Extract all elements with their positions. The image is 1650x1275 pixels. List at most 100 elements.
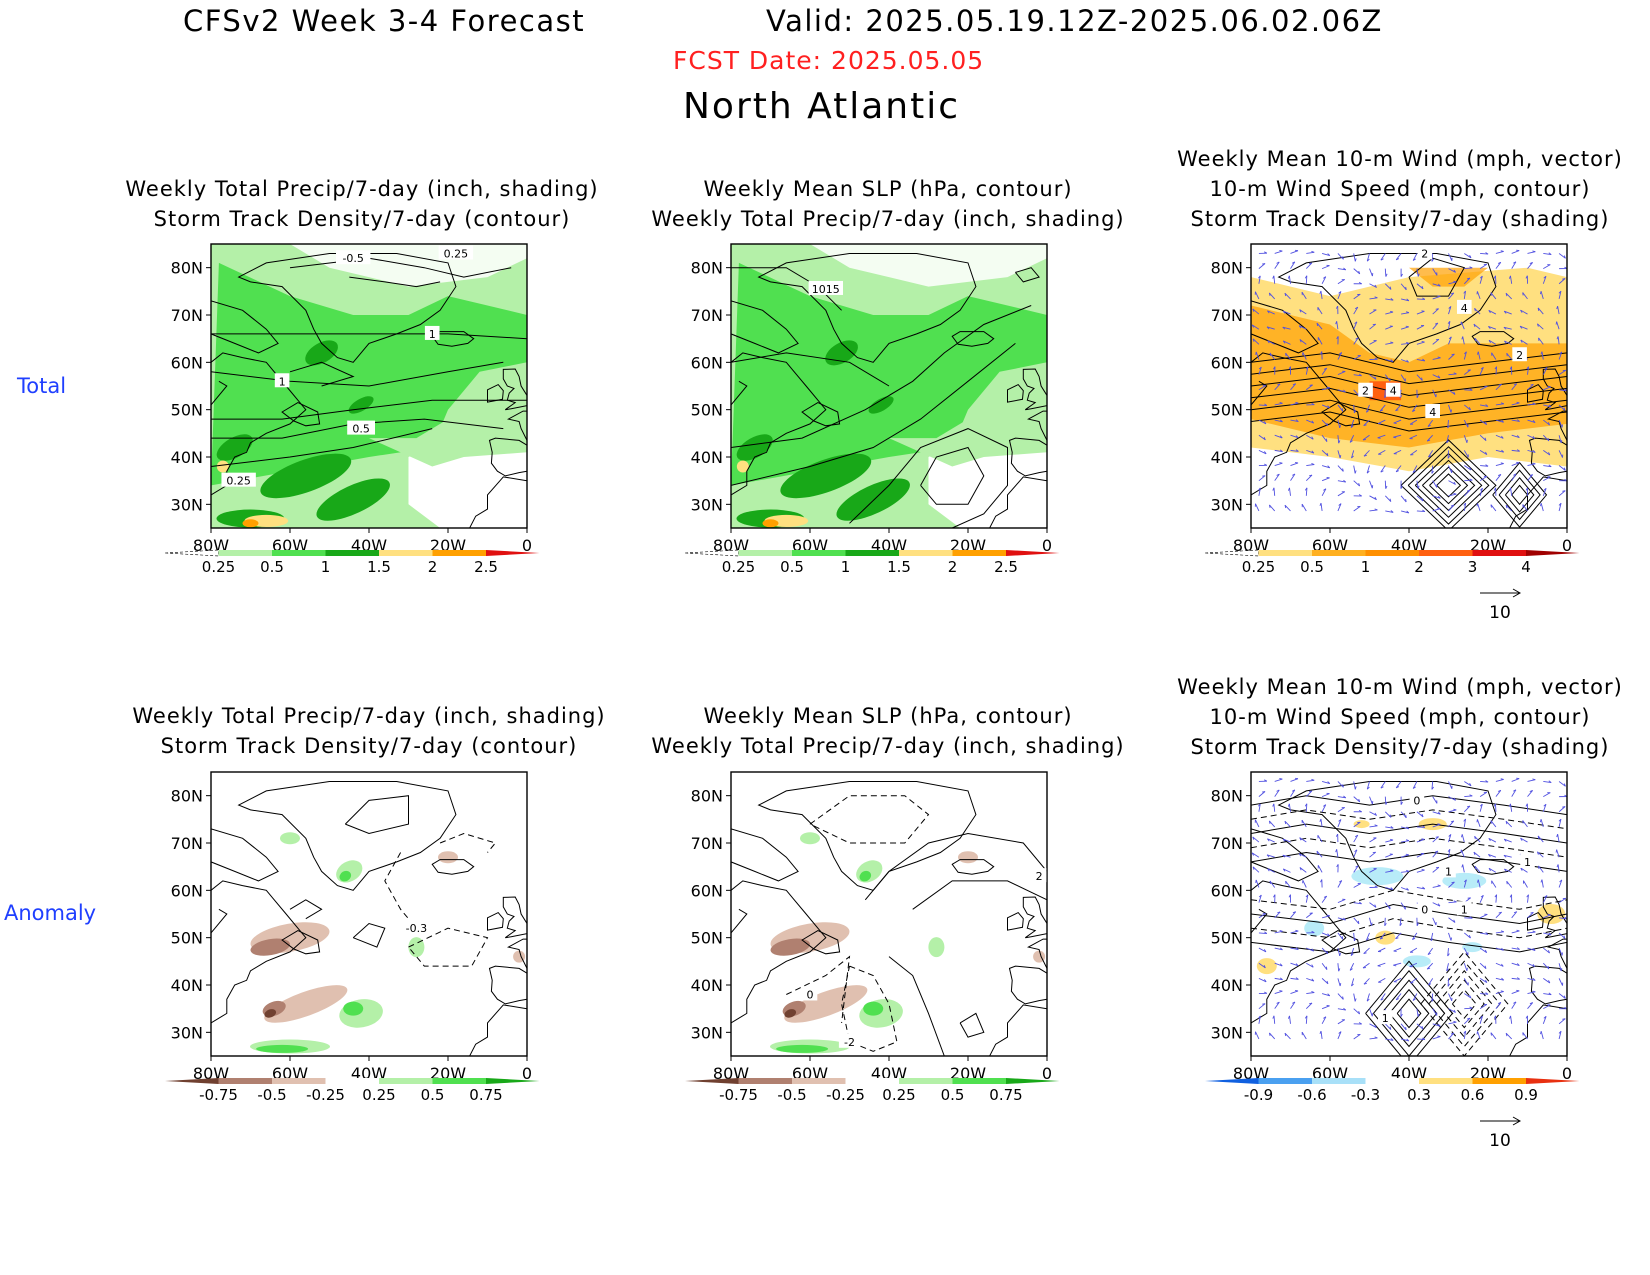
wspd-ring-1 bbox=[1429, 466, 1469, 505]
light-east bbox=[369, 419, 527, 467]
contour-label-bg bbox=[399, 920, 434, 935]
wind-vector bbox=[1480, 932, 1489, 935]
wind-vector bbox=[1266, 326, 1275, 330]
wind-vector bbox=[1336, 849, 1339, 858]
wind-vector-head bbox=[1493, 1015, 1497, 1019]
panel-4-title: Weekly Total Precip/7-day (inch, shading… bbox=[109, 701, 629, 761]
wind-vector bbox=[1504, 310, 1512, 315]
wind-vector bbox=[1495, 449, 1504, 453]
wind-vector-head bbox=[1513, 383, 1517, 386]
colorbar-label: 3 bbox=[1468, 558, 1478, 576]
wind-vector-head bbox=[1406, 298, 1410, 302]
wind-vector-head bbox=[1435, 338, 1440, 341]
wind-vector bbox=[1448, 820, 1455, 828]
precip-core-4 bbox=[305, 340, 338, 366]
wind-vector-head bbox=[1374, 496, 1377, 500]
wind-vector bbox=[1463, 1017, 1471, 1025]
coastline-3 bbox=[1527, 383, 1544, 403]
wind-vector bbox=[1290, 930, 1299, 934]
wind-vector bbox=[1321, 253, 1330, 257]
wind-vector-head bbox=[1338, 968, 1341, 972]
contour-label-bg bbox=[1417, 901, 1433, 916]
wind-vector bbox=[1258, 894, 1262, 903]
wind-vector-head bbox=[1529, 1002, 1533, 1005]
wind-vector-head bbox=[1287, 803, 1290, 807]
wind-vector-head bbox=[1431, 470, 1434, 474]
panel-3-title-line-2: 10-m Wind Speed (mph, contour) bbox=[1209, 177, 1591, 201]
lat-label: 70N bbox=[1211, 306, 1243, 325]
panel-6-title-line-3: Storm Track Density/7-day (shading) bbox=[1190, 735, 1610, 759]
wind-vector-head bbox=[1450, 937, 1452, 941]
wind-vector bbox=[1479, 803, 1483, 812]
wind-vector bbox=[1305, 1015, 1308, 1024]
wind-vector bbox=[1299, 867, 1307, 873]
wind-vector-head bbox=[1295, 977, 1299, 980]
wind-vector-head bbox=[1335, 833, 1339, 837]
wind-vector bbox=[1306, 992, 1315, 994]
wind-vector-head bbox=[1272, 1015, 1275, 1019]
wind-vector-head bbox=[1434, 850, 1439, 853]
wind-vector bbox=[1448, 321, 1451, 330]
wind-vector-head bbox=[1416, 394, 1419, 398]
wind-vector-head bbox=[1437, 283, 1441, 287]
wind-vector-head bbox=[1513, 789, 1517, 792]
wind-vector-head bbox=[1406, 826, 1410, 830]
wind-vector-head bbox=[1252, 836, 1255, 840]
wind-vector-head bbox=[1338, 819, 1342, 822]
coastline-1 bbox=[951, 331, 995, 347]
wind-vector bbox=[1337, 819, 1342, 828]
slp-c5 bbox=[1015, 267, 1040, 283]
wind-vector-head bbox=[1453, 1020, 1457, 1023]
wind-vector bbox=[1416, 826, 1425, 828]
wind-vector bbox=[1416, 283, 1424, 290]
wind-vector-head bbox=[1262, 263, 1266, 265]
wind-vector-head bbox=[1358, 494, 1362, 497]
wind-vector-head bbox=[1532, 930, 1536, 933]
anom-dry-3 bbox=[264, 985, 348, 1023]
forecast-title: CFSv2 Week 3-4 Forecast bbox=[183, 4, 586, 38]
wind-vector bbox=[1488, 309, 1497, 315]
wind-vector-head bbox=[1384, 922, 1387, 927]
wind-vector bbox=[1427, 419, 1434, 427]
wind-vector bbox=[1558, 897, 1567, 904]
colorbar-seg-5 bbox=[952, 1078, 1006, 1084]
wind-vector bbox=[1464, 781, 1472, 787]
wind-vector bbox=[1527, 403, 1536, 406]
stdens-c7 bbox=[211, 428, 433, 467]
wind-vector-head bbox=[1558, 1030, 1562, 1034]
wind-vector-head bbox=[1473, 851, 1476, 856]
wind-vector-head bbox=[1421, 377, 1423, 381]
wind-vector bbox=[1337, 503, 1342, 512]
wind-vector-head bbox=[1453, 797, 1456, 801]
coastline-6 bbox=[1026, 410, 1047, 441]
wind-vector-head bbox=[1279, 419, 1283, 423]
wind-vector bbox=[1479, 419, 1487, 426]
wind-vector-head bbox=[1385, 485, 1388, 489]
wspd-anom-mid-3 bbox=[1251, 932, 1567, 953]
wind-vector-head bbox=[1516, 929, 1520, 932]
wind-vector bbox=[1491, 880, 1497, 888]
wind-vector-head bbox=[1427, 424, 1431, 427]
wind-vector-head bbox=[1509, 366, 1512, 370]
wind-vector-head bbox=[1469, 467, 1472, 471]
wind-vector bbox=[1476, 819, 1481, 828]
wind-vector bbox=[1400, 510, 1409, 514]
wind-vector-head bbox=[1354, 834, 1359, 838]
coastline-1 bbox=[431, 331, 475, 347]
wind-vector bbox=[1558, 978, 1563, 986]
wind-vector bbox=[1477, 351, 1481, 360]
wind-vector bbox=[1527, 962, 1535, 968]
colorbar-label: -0.5 bbox=[257, 1086, 286, 1104]
wind-vector bbox=[1558, 781, 1566, 787]
wind-vector bbox=[1505, 292, 1513, 300]
wind-vector bbox=[1473, 851, 1481, 858]
contour-label: 0.25 bbox=[444, 247, 469, 260]
wind-vector-head bbox=[1544, 895, 1548, 898]
wind-vector bbox=[1558, 806, 1566, 813]
wind-vector bbox=[1401, 870, 1410, 873]
wind-vector-head bbox=[1563, 467, 1566, 471]
wind-vector-head bbox=[1258, 1015, 1261, 1019]
lat-label: 40N bbox=[691, 976, 723, 995]
wind-vector-head bbox=[1319, 818, 1322, 822]
coastline-5 bbox=[1503, 1004, 1567, 1056]
